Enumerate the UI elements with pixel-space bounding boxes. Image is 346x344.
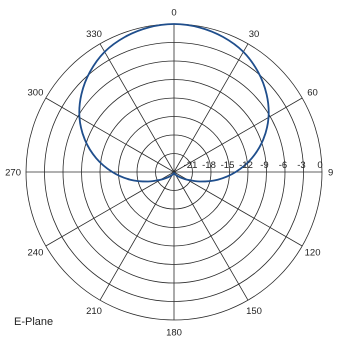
angle-tick-label: 270: [5, 168, 21, 179]
angle-tick-label: 210: [86, 306, 102, 317]
angle-tick-label: 9: [328, 168, 333, 179]
grid-spoke: [45, 171, 175, 247]
angle-tick-label: 330: [86, 29, 102, 40]
plane-label: E-Plane: [14, 316, 53, 328]
angle-tick-label: 150: [246, 306, 262, 317]
angle-tick-label: 60: [307, 88, 318, 99]
polar-grid: [25, 23, 323, 321]
pattern-trace: [78, 23, 270, 183]
angle-tick-label: 30: [249, 29, 260, 40]
angle-tick-label: 300: [28, 88, 44, 99]
angle-tick-label: 180: [166, 328, 182, 339]
radial-tick-label: -12: [239, 160, 253, 171]
radial-tick-label: -15: [221, 160, 235, 171]
angle-tick-label: 0: [171, 8, 176, 19]
grid-spoke: [173, 171, 303, 247]
radial-tick-label: -9: [260, 160, 268, 171]
grid-spoke: [45, 97, 175, 173]
grid-spoke: [99, 171, 175, 301]
radial-tick-label: -18: [202, 160, 216, 171]
angle-tick-label: 120: [305, 248, 321, 259]
grid-spoke: [173, 43, 249, 173]
radial-tick-label: 0: [317, 160, 322, 171]
angle-tick-label: 240: [28, 248, 44, 259]
radial-tick-label: -6: [279, 160, 287, 171]
grid-spoke: [173, 171, 249, 301]
radial-tick-label: -3: [297, 160, 305, 171]
pattern-trace-layer: [78, 23, 270, 183]
radial-tick-label: -21: [184, 160, 198, 171]
grid-spoke: [173, 97, 303, 173]
grid-spoke: [99, 43, 175, 173]
